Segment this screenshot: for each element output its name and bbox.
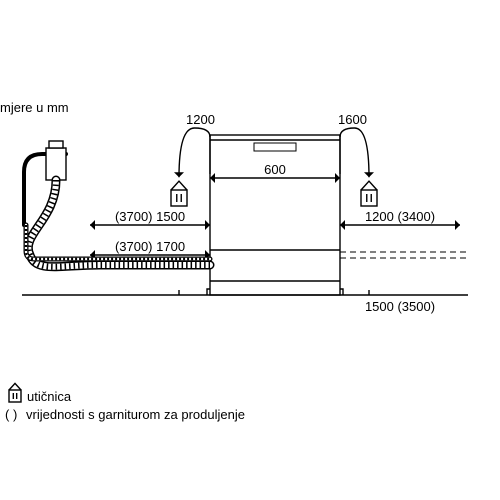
label-top-left: 1200 <box>186 112 215 127</box>
svg-text:600: 600 <box>264 162 286 177</box>
dim-top-right <box>340 128 369 177</box>
socket-left <box>171 181 187 206</box>
socket-right <box>361 181 377 206</box>
label-top-right: 1600 <box>338 112 367 127</box>
label-left-upper: (3700) 1500 <box>115 209 185 224</box>
legend-socket-label: utičnica <box>27 389 72 404</box>
appliance <box>207 135 343 295</box>
dim-top-left <box>179 128 210 177</box>
legend-paren-label: vrijednosti s garniturom za produljenje <box>26 407 245 422</box>
title: mjere u mm <box>0 100 69 115</box>
label-left-lower: (3700) 1700 <box>115 239 185 254</box>
inlet-valve <box>46 148 66 180</box>
label-right-upper: 1200 (3400) <box>365 209 435 224</box>
label-right-lower: 1500 (3500) <box>365 299 435 314</box>
legend-socket-icon <box>9 383 21 402</box>
legend-paren-icon: ( ) <box>5 407 17 422</box>
